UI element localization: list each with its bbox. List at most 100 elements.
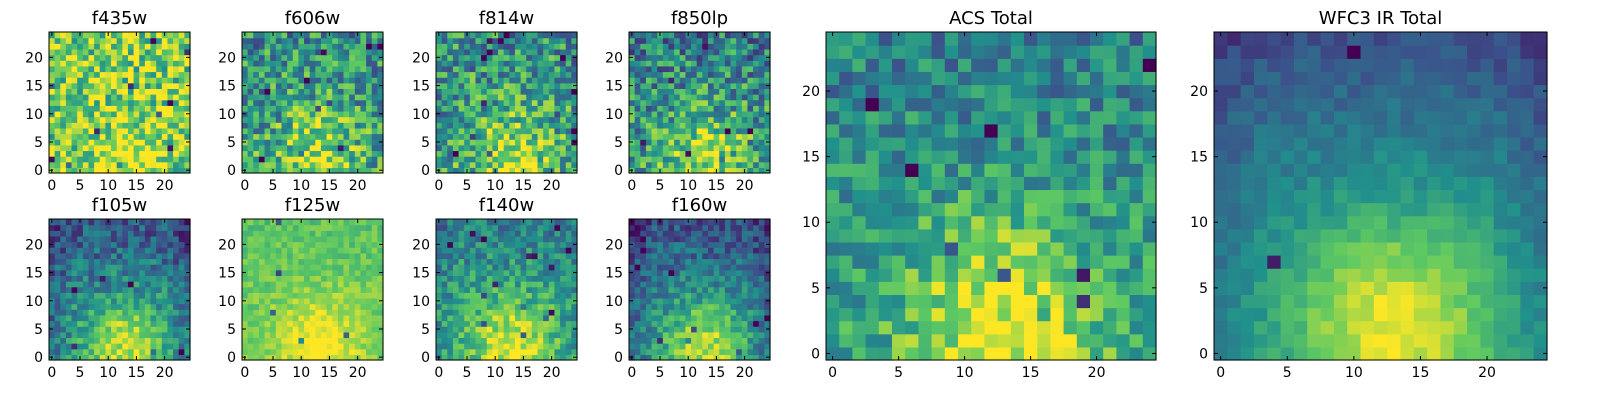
heatmap-cell xyxy=(65,258,73,265)
heatmap-cell xyxy=(122,99,129,106)
heatmap-cell xyxy=(298,247,305,254)
heatmap-cell xyxy=(719,133,726,140)
heatmap-cell xyxy=(713,297,720,305)
heatmap-cell xyxy=(105,43,112,50)
heatmap-cell xyxy=(548,94,556,101)
heatmap-cell xyxy=(651,297,658,305)
heatmap-cell xyxy=(685,77,692,84)
heatmap-cell xyxy=(554,144,561,152)
heatmap-cell xyxy=(144,230,152,237)
heatmap-cell xyxy=(707,60,715,67)
heatmap-cell xyxy=(242,161,249,168)
heatmap-cell xyxy=(753,156,760,163)
heatmap-cell xyxy=(161,150,169,157)
heatmap-cell xyxy=(49,156,56,163)
heatmap-cell xyxy=(54,241,61,248)
heatmap-cell xyxy=(127,258,135,265)
heatmap-cell xyxy=(436,320,443,327)
heatmap-cell xyxy=(320,144,328,152)
heatmap-cell xyxy=(247,144,254,152)
heatmap-cell xyxy=(54,258,61,265)
heatmap-cell xyxy=(707,82,715,89)
heatmap-cell xyxy=(315,297,322,305)
heatmap-cell xyxy=(498,127,505,135)
heatmap-cell xyxy=(349,122,356,129)
heatmap-cell xyxy=(657,156,664,163)
heatmap-cell xyxy=(498,99,505,106)
heatmap-cell xyxy=(332,43,339,50)
heatmap-cell xyxy=(447,354,454,361)
heatmap-cell xyxy=(139,60,146,67)
heatmap-cell xyxy=(498,247,505,254)
heatmap-cell xyxy=(116,77,123,84)
heatmap-cell xyxy=(150,60,157,67)
heatmap-cell xyxy=(281,156,288,163)
heatmap-cell xyxy=(543,37,550,44)
heatmap-cell xyxy=(281,48,288,56)
heatmap-cell xyxy=(127,122,135,129)
heatmap-cell xyxy=(349,144,356,152)
heatmap-cell xyxy=(514,94,522,101)
heatmap-cell xyxy=(447,275,454,282)
heatmap-cell xyxy=(88,48,95,56)
heatmap-cell xyxy=(354,348,362,355)
heatmap-cell xyxy=(139,32,146,39)
heatmap-cell xyxy=(150,241,157,248)
heatmap-cell xyxy=(486,161,493,168)
heatmap-cell xyxy=(258,269,266,276)
heatmap-cell xyxy=(657,122,664,129)
heatmap-cell xyxy=(60,150,67,157)
heatmap-cell xyxy=(719,281,726,288)
heatmap-cell xyxy=(65,281,73,288)
heatmap-cell xyxy=(105,275,112,282)
heatmap-cell xyxy=(349,224,356,231)
heatmap-cell xyxy=(685,150,692,157)
heatmap-cell xyxy=(481,252,488,260)
heatmap-cell xyxy=(349,269,356,276)
heatmap-cell xyxy=(560,235,567,243)
heatmap-cell xyxy=(634,116,641,123)
heatmap-cell xyxy=(94,127,101,135)
heatmap-cell xyxy=(281,326,288,333)
heatmap-cell xyxy=(298,116,305,123)
heatmap-cell xyxy=(543,258,550,265)
heatmap-cell xyxy=(326,230,333,237)
heatmap-cell xyxy=(702,281,709,288)
heatmap-cell xyxy=(349,110,356,118)
heatmap-cell xyxy=(475,122,482,129)
heatmap-cell xyxy=(77,48,84,56)
heatmap-cell xyxy=(111,105,118,112)
heatmap-cell xyxy=(753,281,760,288)
heatmap-cell xyxy=(77,264,84,271)
heatmap-cell xyxy=(349,48,356,56)
heatmap-cell xyxy=(526,247,533,254)
heatmap-cell xyxy=(503,269,510,276)
heatmap-cell xyxy=(447,48,454,56)
heatmap-cell xyxy=(65,314,73,322)
heatmap-cell xyxy=(679,54,686,61)
heatmap-cell xyxy=(452,292,460,299)
heatmap-cell xyxy=(94,252,101,260)
heatmap-cell xyxy=(657,150,664,157)
heatmap-cell xyxy=(753,60,760,67)
heatmap-cell xyxy=(178,297,185,305)
heatmap-cell xyxy=(674,139,681,146)
heatmap-cell xyxy=(144,144,152,152)
heatmap-cell xyxy=(354,105,362,112)
heatmap-cell xyxy=(758,281,765,288)
heatmap-cell xyxy=(645,320,653,327)
heatmap-cell xyxy=(82,331,90,339)
heatmap-cell xyxy=(464,258,471,265)
heatmap-cell xyxy=(150,348,157,355)
heatmap-cell xyxy=(724,65,732,73)
heatmap-cell xyxy=(441,77,448,84)
heatmap-cell xyxy=(54,139,61,146)
heatmap-cell xyxy=(150,161,157,168)
heatmap-cell xyxy=(713,314,720,322)
heatmap-cell xyxy=(270,65,277,73)
heatmap-cell xyxy=(509,156,516,163)
heatmap-cell xyxy=(753,326,760,333)
heatmap-cell xyxy=(668,348,675,355)
heatmap-cell xyxy=(360,43,367,50)
heatmap-cell xyxy=(258,48,266,56)
